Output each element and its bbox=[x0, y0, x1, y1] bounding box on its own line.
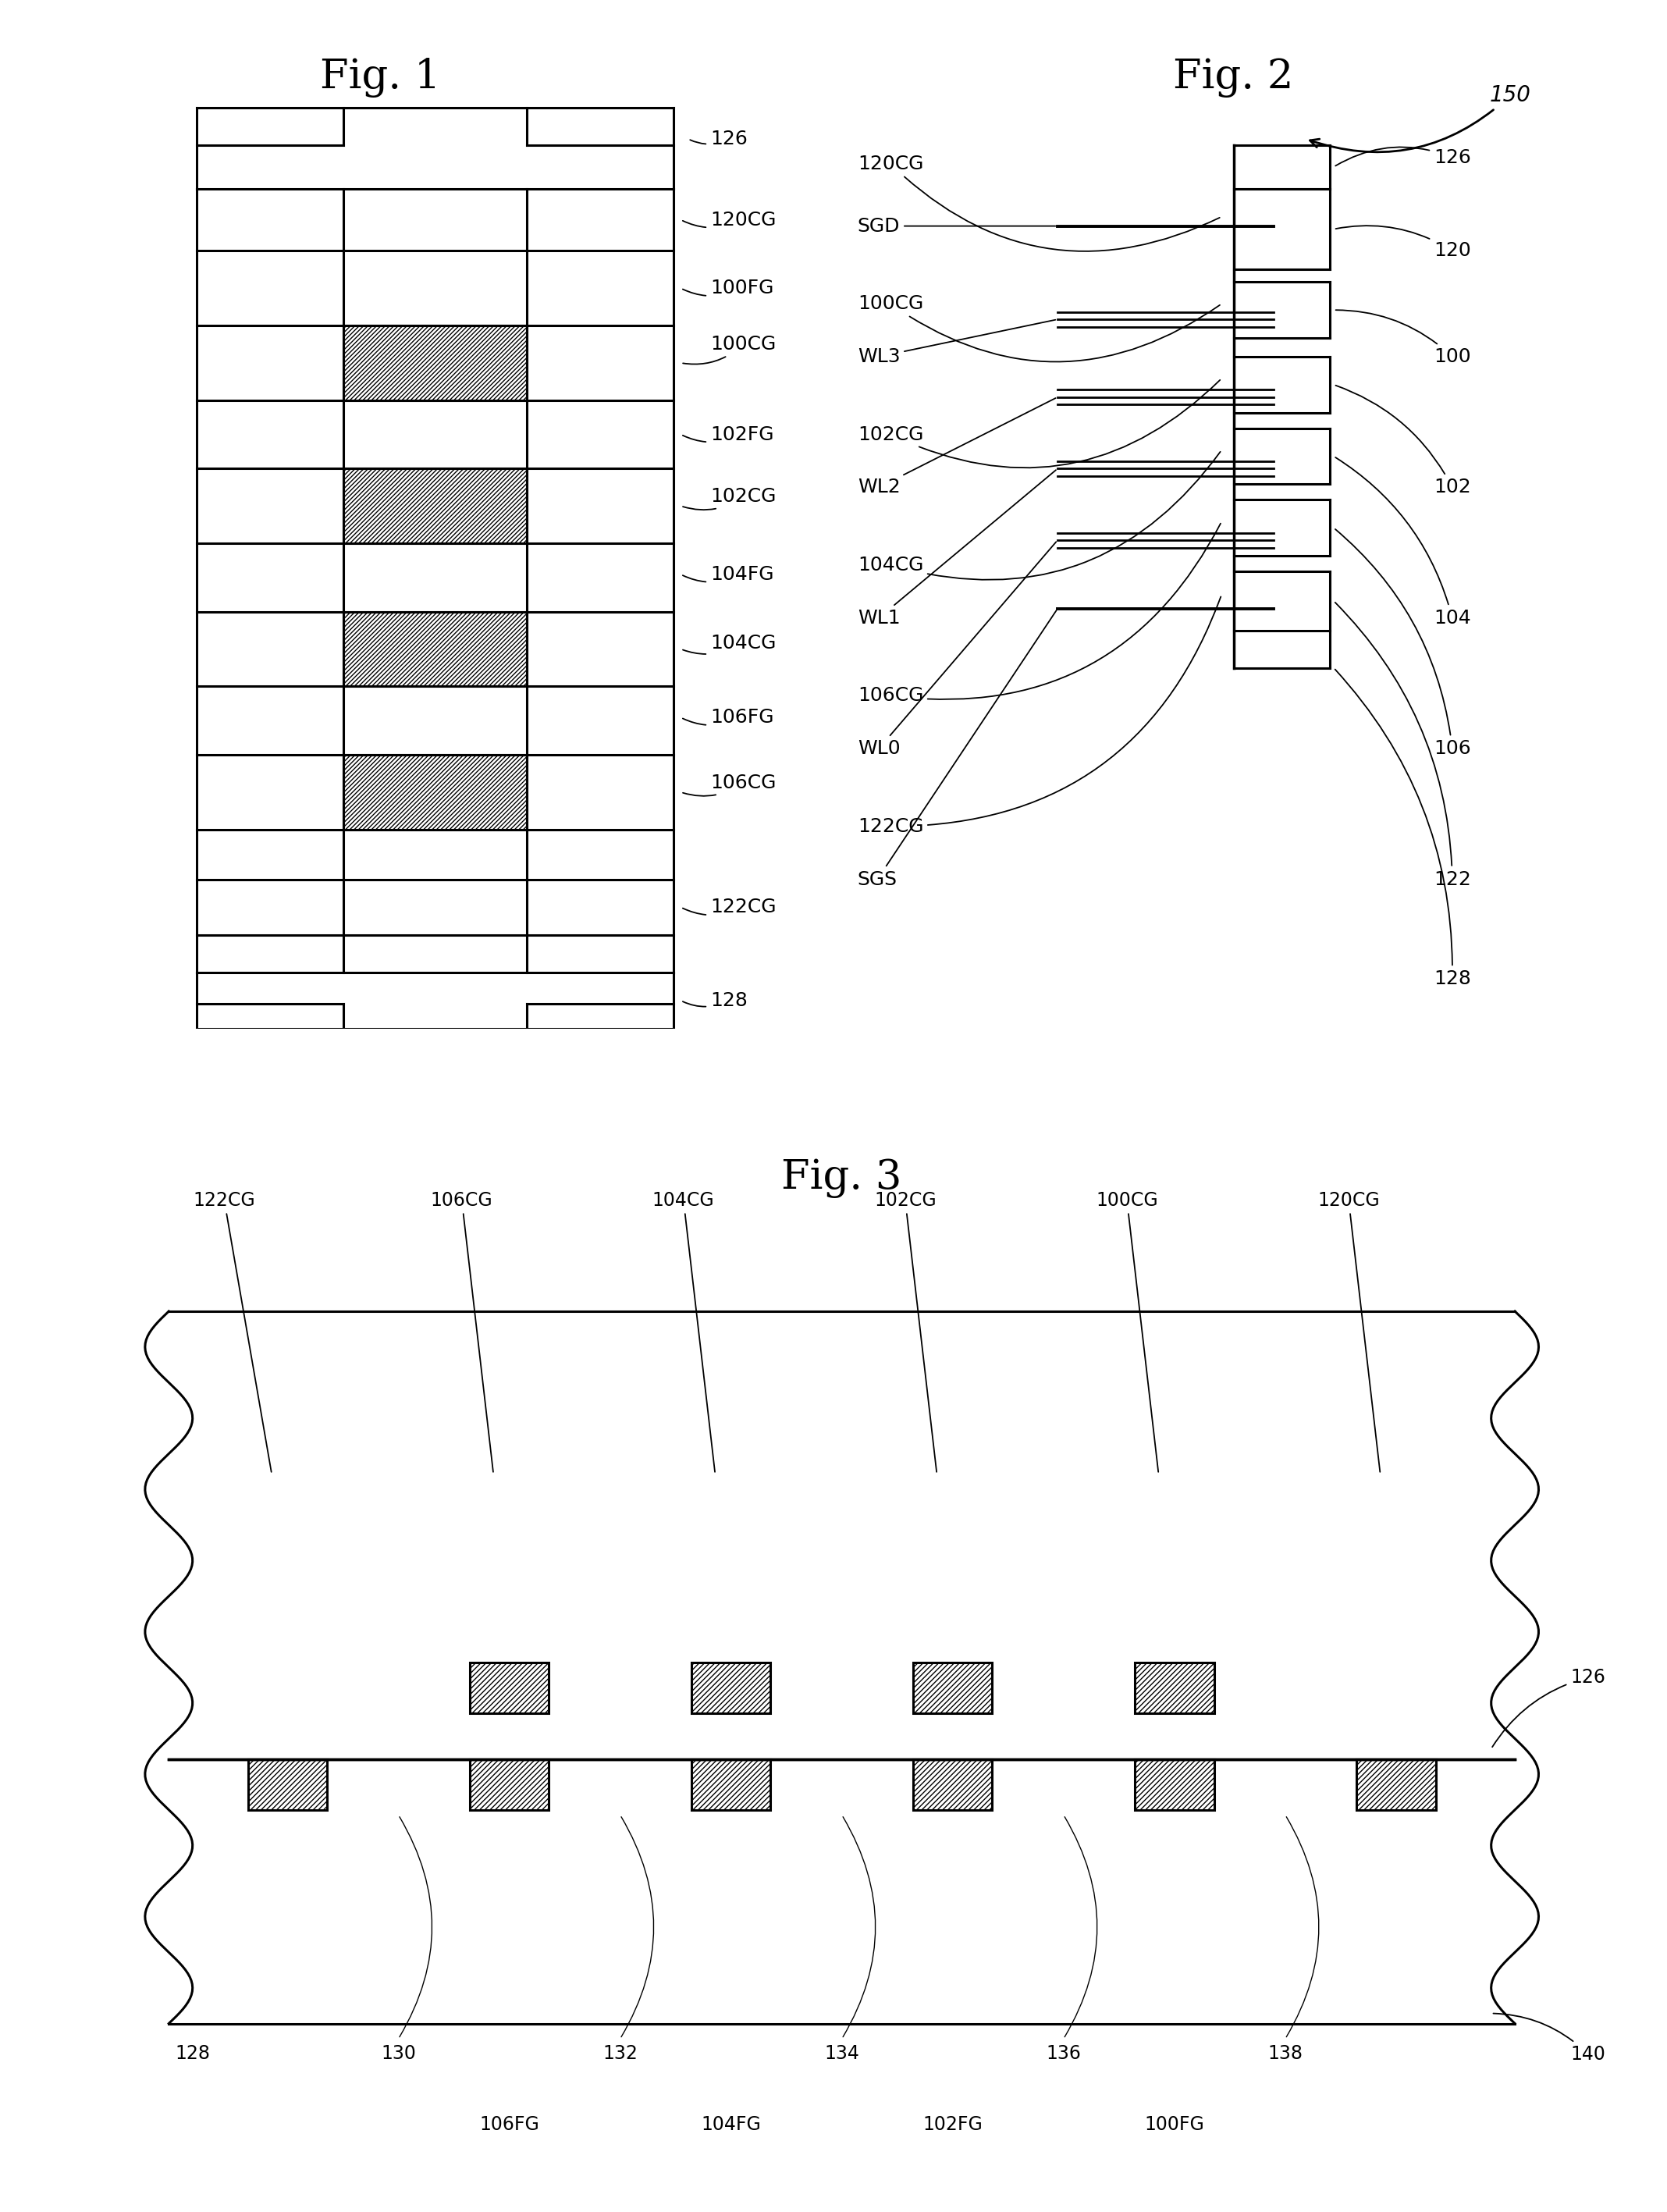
Text: 102CG: 102CG bbox=[857, 380, 1220, 467]
Bar bbox=[692, 1663, 770, 1712]
Text: 104FG: 104FG bbox=[683, 564, 773, 584]
Text: 106CG: 106CG bbox=[857, 524, 1220, 706]
Bar bbox=[914, 1663, 992, 1712]
Text: 100CG: 100CG bbox=[1095, 1190, 1159, 1471]
Text: 138: 138 bbox=[1267, 2044, 1304, 2062]
Text: Fig. 3: Fig. 3 bbox=[782, 1159, 902, 1199]
Text: 102FG: 102FG bbox=[683, 425, 773, 445]
Bar bbox=[343, 325, 527, 400]
Text: Fig. 2: Fig. 2 bbox=[1174, 58, 1294, 97]
Bar bbox=[168, 1312, 1515, 2024]
Text: 100CG: 100CG bbox=[857, 294, 1220, 363]
Text: 104CG: 104CG bbox=[683, 633, 777, 655]
Text: WL1: WL1 bbox=[857, 471, 1055, 628]
Text: 136: 136 bbox=[1045, 2044, 1082, 2062]
Text: Fig. 1: Fig. 1 bbox=[320, 58, 440, 97]
Bar bbox=[343, 613, 527, 686]
Text: 126: 126 bbox=[1492, 1668, 1605, 1747]
Text: 122CG: 122CG bbox=[857, 597, 1220, 836]
Bar bbox=[343, 469, 527, 544]
Text: 106: 106 bbox=[1335, 529, 1470, 759]
Text: 106FG: 106FG bbox=[683, 708, 773, 728]
Text: 120: 120 bbox=[1335, 226, 1470, 261]
Text: 120CG: 120CG bbox=[683, 210, 777, 230]
Text: 128: 128 bbox=[683, 991, 747, 1011]
Text: SGS: SGS bbox=[857, 611, 1057, 889]
Text: WL0: WL0 bbox=[857, 542, 1057, 759]
Text: 102CG: 102CG bbox=[683, 487, 777, 509]
Bar bbox=[470, 1663, 548, 1712]
Text: SGD: SGD bbox=[857, 217, 1055, 234]
Text: 100FG: 100FG bbox=[1145, 2115, 1204, 2135]
Bar bbox=[168, 1312, 1515, 1759]
Text: 134: 134 bbox=[823, 2044, 860, 2062]
Bar bbox=[343, 754, 527, 830]
Text: 150: 150 bbox=[1310, 84, 1530, 153]
Text: 100: 100 bbox=[1335, 310, 1470, 365]
Text: 100FG: 100FG bbox=[683, 279, 773, 299]
Text: 102: 102 bbox=[1335, 385, 1470, 498]
Text: WL3: WL3 bbox=[857, 321, 1055, 365]
Text: 140: 140 bbox=[1494, 2013, 1605, 2064]
Text: 102FG: 102FG bbox=[924, 2115, 982, 2135]
Text: 128: 128 bbox=[1335, 670, 1470, 989]
Bar bbox=[914, 1759, 992, 1809]
Text: 104CG: 104CG bbox=[652, 1190, 715, 1471]
Bar bbox=[1135, 1759, 1214, 1809]
Text: 106CG: 106CG bbox=[430, 1190, 493, 1471]
Bar bbox=[1135, 1663, 1214, 1712]
Text: 126: 126 bbox=[1335, 146, 1470, 166]
Bar bbox=[1357, 1759, 1435, 1809]
Bar bbox=[248, 1759, 327, 1809]
Text: 126: 126 bbox=[690, 131, 747, 148]
Text: 122CG: 122CG bbox=[683, 898, 777, 916]
Text: 100CG: 100CG bbox=[683, 334, 775, 365]
Text: 104: 104 bbox=[1335, 458, 1470, 628]
Text: 106CG: 106CG bbox=[683, 774, 777, 796]
Text: 132: 132 bbox=[602, 2044, 638, 2062]
Text: 128: 128 bbox=[175, 2044, 210, 2062]
Text: 120CG: 120CG bbox=[857, 155, 1220, 252]
Text: 104CG: 104CG bbox=[857, 451, 1220, 580]
Text: 120CG: 120CG bbox=[1317, 1190, 1380, 1471]
Bar bbox=[692, 1759, 770, 1809]
Text: 122CG: 122CG bbox=[193, 1190, 272, 1471]
Text: 130: 130 bbox=[380, 2044, 417, 2062]
Text: 122: 122 bbox=[1335, 602, 1470, 889]
Text: 102CG: 102CG bbox=[874, 1190, 937, 1471]
Text: 106FG: 106FG bbox=[480, 2115, 538, 2135]
Text: WL2: WL2 bbox=[857, 398, 1055, 498]
Text: 104FG: 104FG bbox=[702, 2115, 760, 2135]
Bar bbox=[470, 1759, 548, 1809]
